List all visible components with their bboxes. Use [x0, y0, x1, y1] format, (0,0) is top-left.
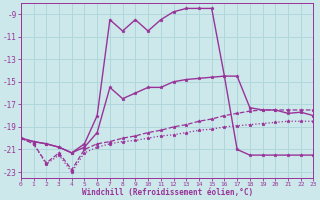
X-axis label: Windchill (Refroidissement éolien,°C): Windchill (Refroidissement éolien,°C) — [82, 188, 253, 197]
